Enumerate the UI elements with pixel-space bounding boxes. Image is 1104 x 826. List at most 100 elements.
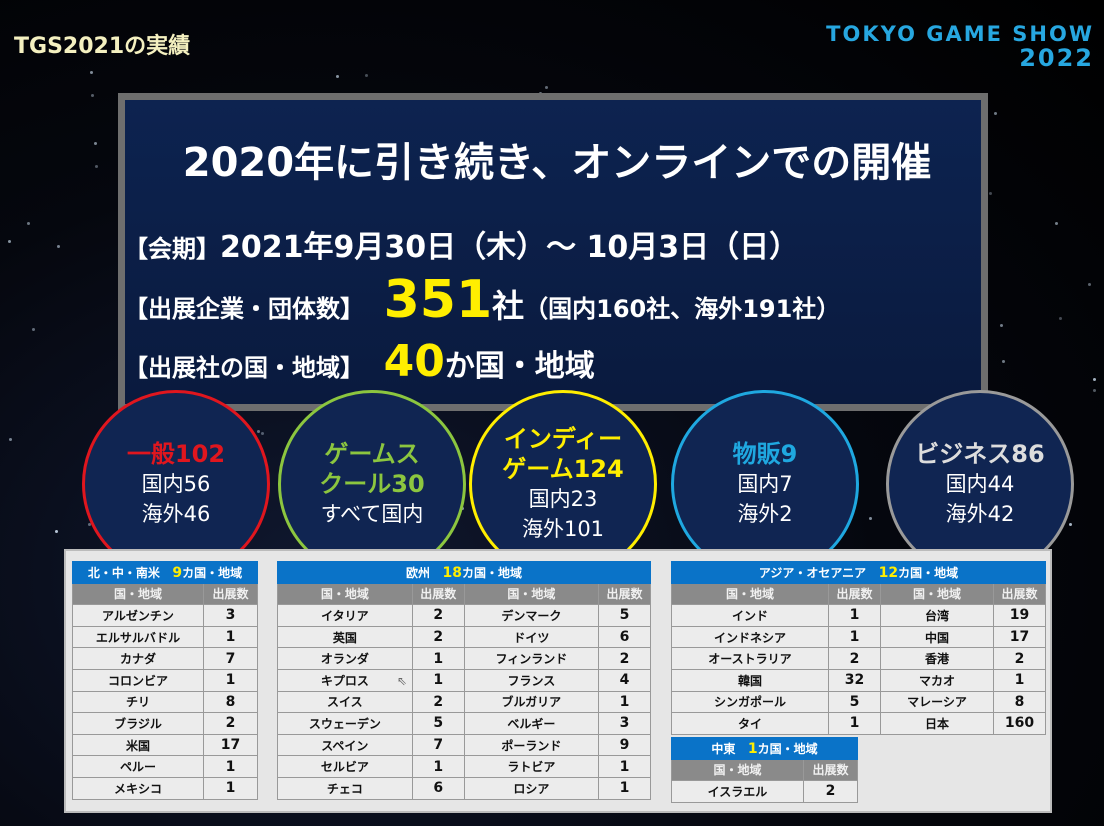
country-cell: 日本 <box>879 712 995 735</box>
count-cell: 17 <box>993 625 1046 649</box>
country-cell: キプロス <box>277 668 413 692</box>
count-cell: 1 <box>827 625 881 649</box>
region-name: アジア・オセアニア <box>758 565 867 580</box>
count-cell: 1 <box>827 712 881 735</box>
count-cell: 160 <box>993 712 1046 735</box>
count-cell: 1 <box>993 668 1046 692</box>
country-cell: 英国 <box>277 625 413 649</box>
period-line: 【会期】2021年9月30日（木）～ 10月3日（日） <box>124 222 799 266</box>
table-row: スウェーデン 5 ベルギー 3 <box>277 712 651 735</box>
count-cell: 17 <box>203 733 258 757</box>
count-cell: 3 <box>203 604 258 627</box>
region-suffix: カ国・地域 <box>898 565 959 580</box>
americas-table: 北・中・南米 9カ国・地域 国・地域 出展数 アルゼンチン 3 エルサルバドル 1 カナダ 7 コ… <box>72 561 258 800</box>
star <box>90 70 94 74</box>
country-cell: インド <box>671 604 829 627</box>
table-row: イタリア 2 デンマーク 5 <box>277 604 651 627</box>
count-cell: 2 <box>411 604 465 627</box>
country-cell: 台湾 <box>879 604 995 627</box>
count-cell: 2 <box>203 712 258 735</box>
col-country: 国・地域 <box>671 758 804 782</box>
col-count: 出展数 <box>411 582 465 606</box>
region-suffix: カ国・地域 <box>757 741 818 756</box>
count-cell: 8 <box>993 690 1046 714</box>
country-cell: ベルギー <box>463 712 600 735</box>
mideast-table: 中東 1カ国・地域 国・地域 出展数 イスラエル 2 <box>671 737 858 803</box>
star <box>87 523 91 527</box>
table-row: メキシコ 1 <box>72 776 258 800</box>
count-cell: 1 <box>827 604 881 627</box>
count-cell: 1 <box>411 668 465 692</box>
table-row: インド 1 台湾 19 <box>671 604 1046 627</box>
table-row: エルサルバドル 1 <box>72 625 258 649</box>
count-cell: 32 <box>827 668 881 692</box>
star <box>1093 389 1097 393</box>
count-cell: 7 <box>203 647 258 670</box>
category-title: インディー <box>503 425 623 453</box>
count-cell: 5 <box>598 604 651 627</box>
region-count: 9 <box>172 564 183 581</box>
category-l1: すべて国内 <box>320 502 424 526</box>
category-title2: クール30 <box>319 470 425 498</box>
exhibitors-unit: 社 <box>492 287 525 325</box>
star <box>91 94 95 98</box>
category-circle: ビジネス86 国内44 海外42 <box>886 390 1074 578</box>
country-cell: ブルガリア <box>463 690 600 714</box>
star <box>545 86 549 90</box>
table-row: 韓国 32 マカオ 1 <box>671 668 1046 692</box>
count-cell: 8 <box>203 690 258 714</box>
count-cell: 19 <box>993 604 1046 627</box>
country-cell: フランス <box>463 668 600 692</box>
count-cell: 7 <box>411 733 465 757</box>
table-caption: 北・中・南米 9カ国・地域 <box>72 561 258 584</box>
countries-count: 40 <box>383 336 445 387</box>
table-row: オランダ 1 フィンランド 2 <box>277 647 651 670</box>
star <box>261 431 265 435</box>
col-count: 出展数 <box>827 582 881 606</box>
table-caption: アジア・オセアニア 12カ国・地域 <box>671 561 1046 584</box>
country-cell: イタリア <box>277 604 413 627</box>
table-row: スペイン 7 ポーランド 9 <box>277 733 651 757</box>
country-cell: コロンビア <box>72 668 204 692</box>
logo-line1: TOKYO GAME SHOW <box>826 22 1094 46</box>
count-cell: 1 <box>598 755 651 778</box>
star <box>7 239 11 243</box>
col-count: 出展数 <box>203 582 258 606</box>
country-cell: チリ <box>72 690 204 714</box>
count-cell: 1 <box>411 755 465 778</box>
region-count: 18 <box>442 564 463 581</box>
count-cell: 6 <box>598 625 651 649</box>
count-cell: 2 <box>827 647 881 670</box>
country-cell: オランダ <box>277 647 413 670</box>
count-cell: 5 <box>411 712 465 735</box>
country-cell: インドネシア <box>671 625 829 649</box>
period-label: 【会期】 <box>124 235 220 263</box>
country-cell: デンマーク <box>463 604 600 627</box>
table-row: シンガポール 5 マレーシア 8 <box>671 690 1046 714</box>
col-count: 出展数 <box>993 582 1046 606</box>
region-suffix: カ国・地域 <box>462 565 523 580</box>
table-row: コロンビア 1 <box>72 668 258 692</box>
category-l2: 海外101 <box>521 517 605 541</box>
star <box>31 328 35 332</box>
star <box>1002 359 1006 363</box>
exhibitors-label: 【出展企業・団体数】 <box>124 295 364 323</box>
table-row: イスラエル 2 <box>671 780 858 803</box>
tgs-logo: TOKYO GAME SHOW 2022 <box>826 22 1094 70</box>
logo-line2: 2022 <box>1019 44 1094 72</box>
country-cell: エルサルバドル <box>72 625 204 649</box>
table-row: スイス 2 ブルガリア 1 <box>277 690 651 714</box>
country-cell: 韓国 <box>671 668 829 692</box>
table-row: チリ 8 <box>72 690 258 714</box>
countries-label: 【出展社の国・地域】 <box>124 354 364 382</box>
category-circle: ゲームス クール30 すべて国内 <box>278 390 466 578</box>
col-country: 国・地域 <box>72 582 204 606</box>
col-country: 国・地域 <box>463 582 600 606</box>
country-cell: タイ <box>671 712 829 735</box>
region-name: 中東 <box>711 741 736 756</box>
country-cell: 香港 <box>879 647 995 670</box>
count-cell: 1 <box>598 776 651 800</box>
col-country: 国・地域 <box>277 582 413 606</box>
col-count: 出展数 <box>803 758 858 782</box>
region-name: 北・中・南米 <box>87 565 160 580</box>
